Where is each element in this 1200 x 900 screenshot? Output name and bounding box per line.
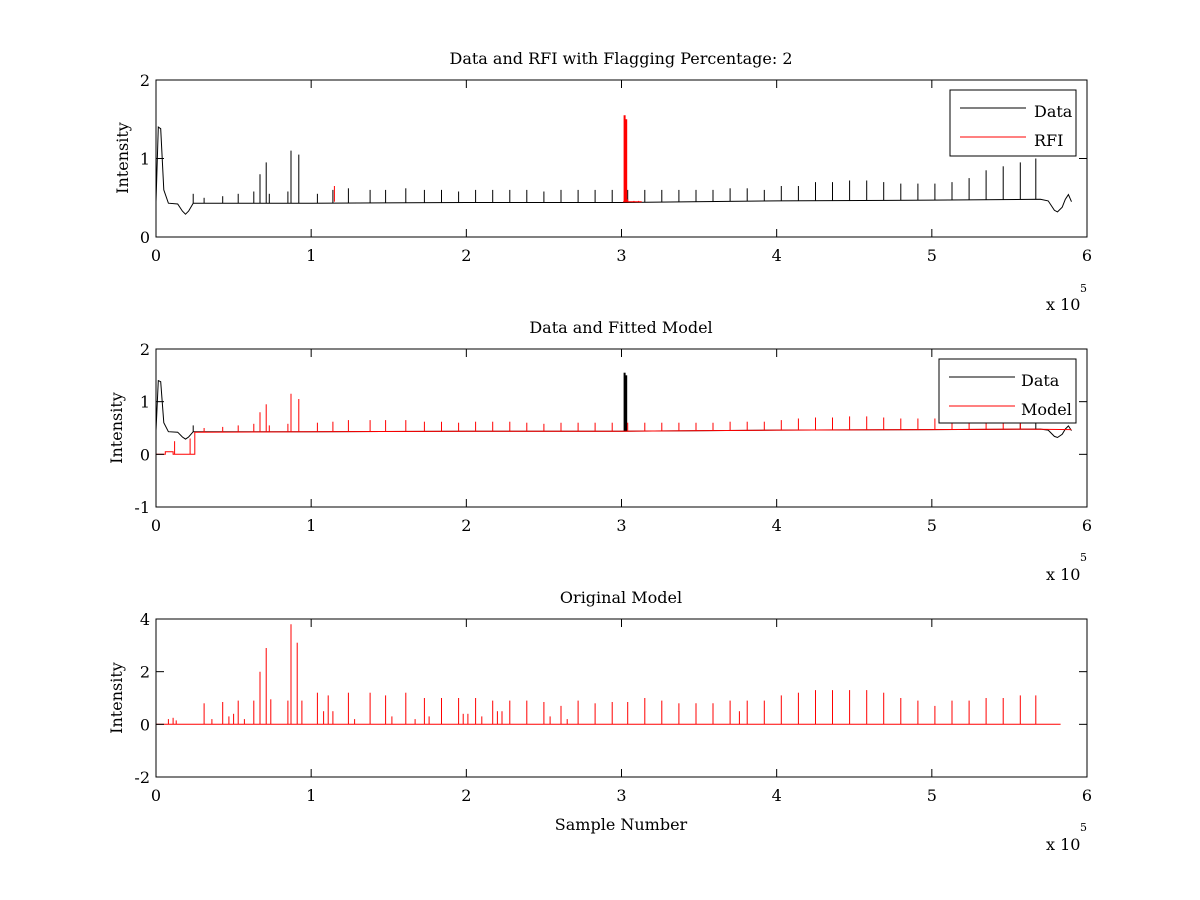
subplot-3-xtick-label: 4 — [772, 786, 782, 805]
subplot-1-ylabel: Intensity — [113, 122, 132, 194]
subplot-3-ytick-label: -2 — [134, 768, 150, 787]
subplot-1-xtick-label: 3 — [616, 246, 626, 265]
subplot-3-xtick-label: 0 — [151, 786, 161, 805]
subplot-3-x-multiplier-exponent: 5 — [1080, 821, 1087, 834]
subplot-2-x-multiplier-exponent: 5 — [1080, 551, 1087, 564]
subplot-2-series-model-line — [156, 428, 1072, 455]
subplot-1-legend: Data RFI — [949, 89, 1077, 157]
subplot-2-xtick-label: 1 — [306, 516, 316, 535]
subplot-2-legend-label-data: Data — [1021, 371, 1060, 390]
subplot-2-legend-label-model: Model — [1021, 400, 1072, 419]
subplot-2-xtick-label: 5 — [927, 516, 937, 535]
subplot-1-xtick-label: 6 — [1082, 246, 1092, 265]
subplot-2-xtick-label: 4 — [772, 516, 782, 535]
subplot-1-series-layer — [155, 115, 1072, 215]
subplot-1-series-data-line — [155, 126, 1072, 215]
subplot-3-ytick-label: 0 — [140, 715, 150, 734]
subplot-3-x-multiplier: x 10 5 — [1046, 821, 1087, 854]
subplot-1-yticks: 0 1 2 — [140, 71, 1087, 247]
subplot-3-xtick-label: 5 — [927, 786, 937, 805]
subplot-2-xtick-label: 6 — [1082, 516, 1092, 535]
subplot-3-xtick-label: 2 — [461, 786, 471, 805]
subplot-3-title: Original Model — [560, 588, 682, 607]
subplot-2-xtick-label: 2 — [461, 516, 471, 535]
subplot-2-series-layer — [155, 372, 1072, 455]
subplot-1-xticks: 0 1 2 3 4 5 6 — [151, 80, 1092, 265]
subplot-2-legend: Data Model — [938, 358, 1077, 424]
subplot-3-xtick-label: 1 — [306, 786, 316, 805]
subplot-3-ylabel: Intensity — [107, 662, 126, 734]
subplot-1-legend-label-rfi: RFI — [1034, 131, 1063, 150]
subplot-1-ytick-label: 2 — [140, 71, 150, 90]
subplot-2-ytick-label: 1 — [140, 393, 150, 412]
subplot-1-xtick-label: 2 — [461, 246, 471, 265]
subplot-2-ylabel: Intensity — [107, 392, 126, 464]
subplot-2-xticks: 0 1 2 3 4 5 6 — [151, 349, 1092, 535]
subplot-3-ytick-label: 4 — [140, 610, 150, 629]
subplot-1-xtick-label: 1 — [306, 246, 316, 265]
subplot-3-xtick-label: 6 — [1082, 786, 1092, 805]
subplot-1-title: Data and RFI with Flagging Percentage: 2 — [449, 49, 792, 68]
subplot-3-yticks: -2 0 2 4 — [134, 610, 1087, 787]
subplot-1-ytick-label: 1 — [140, 150, 150, 169]
subplot-1-x-multiplier-exponent: 5 — [1080, 282, 1087, 295]
subplot-2-yticks: -1 0 1 2 — [134, 340, 1087, 517]
subplot-2-x-multiplier-text: x 10 — [1046, 565, 1080, 584]
subplot-3-xlabel: Sample Number — [555, 815, 688, 834]
subplot-2-title: Data and Fitted Model — [529, 318, 712, 337]
subplot-1-x-multiplier: x 10 5 — [1046, 282, 1087, 314]
subplot-3-xticks: 0 1 2 3 4 5 6 — [151, 619, 1092, 805]
subplot-2-ytick-label: 0 — [140, 445, 150, 464]
subplot-1-x-multiplier-text: x 10 — [1046, 295, 1080, 314]
subplot-1-legend-label-data: Data — [1034, 102, 1073, 121]
subplot-2-legend-box — [938, 358, 1077, 424]
subplot-1-xtick-label: 4 — [772, 246, 782, 265]
subplot-1-xtick-label: 5 — [927, 246, 937, 265]
subplot-2-xtick-label: 3 — [616, 516, 626, 535]
subplot-1: Data and RFI with Flagging Percentage: 2… — [113, 49, 1092, 314]
subplot-3-x-multiplier-text: x 10 — [1046, 835, 1080, 854]
subplot-3-series-layer — [156, 624, 1061, 725]
subplot-2-ytick-label: -1 — [134, 498, 150, 517]
subplot-1-ytick-label: 0 — [140, 228, 150, 247]
subplot-2-x-multiplier: x 10 5 — [1046, 551, 1087, 584]
subplot-2-ytick-label: 2 — [140, 340, 150, 359]
subplot-2-xtick-label: 0 — [151, 516, 161, 535]
subplot-1-xtick-label: 0 — [151, 246, 161, 265]
subplot-1-legend-box — [949, 89, 1077, 157]
subplot-3-ytick-label: 2 — [140, 663, 150, 682]
subplot-3-xtick-label: 3 — [616, 786, 626, 805]
